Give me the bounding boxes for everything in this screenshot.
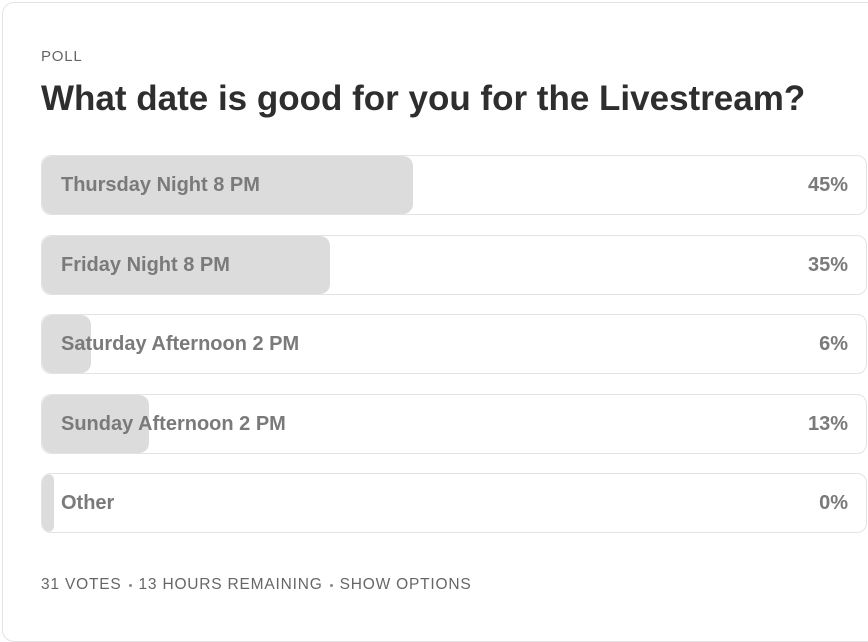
option-percent: 35% bbox=[807, 253, 848, 276]
result-bar bbox=[42, 394, 150, 453]
poll-option: Other 0% bbox=[41, 473, 867, 533]
option-label: Other bbox=[61, 492, 115, 514]
footer-info: 13 HOURS REMAINING bbox=[138, 576, 323, 593]
poll-options: Thursday Night 8 PM 45% Friday Night 8 PM 3… bbox=[41, 155, 867, 553]
show-options-link[interactable]: SHOW OPTIONS bbox=[339, 576, 472, 593]
poll-option: Sunday Afternoon 2 PM 13% bbox=[41, 393, 867, 454]
footer-info: 31 VOTES bbox=[41, 576, 122, 593]
option-label: Sunday Afternoon 2 PM bbox=[61, 412, 286, 435]
option-label: Saturday Afternoon 2 PM bbox=[61, 333, 300, 355]
poll-question: What date is good for you for the Livest… bbox=[41, 79, 806, 118]
option-label: Thursday Night 8 PM bbox=[61, 174, 260, 196]
separator-dot bbox=[329, 583, 333, 587]
result-bar bbox=[42, 474, 54, 532]
poll-option: Saturday Afternoon 2 PM 6% bbox=[41, 314, 867, 374]
option-percent: 0% bbox=[819, 492, 848, 514]
poll-kicker: POLL bbox=[41, 48, 83, 65]
poll-option: Friday Night 8 PM 35% bbox=[41, 234, 867, 295]
option-label: Friday Night 8 PM bbox=[61, 253, 230, 276]
result-bar bbox=[42, 235, 331, 294]
option-percent: 6% bbox=[819, 333, 848, 355]
separator-dot bbox=[128, 583, 132, 587]
option-percent: 45% bbox=[807, 174, 848, 196]
poll-footer: 31 VOTES 13 HOURS REMAINING SHOW OPTIONS bbox=[41, 576, 471, 594]
result-bar bbox=[42, 315, 92, 373]
result-bar bbox=[42, 156, 413, 214]
poll-option: Thursday Night 8 PM 45% bbox=[41, 155, 867, 215]
option-percent: 13% bbox=[807, 412, 848, 435]
